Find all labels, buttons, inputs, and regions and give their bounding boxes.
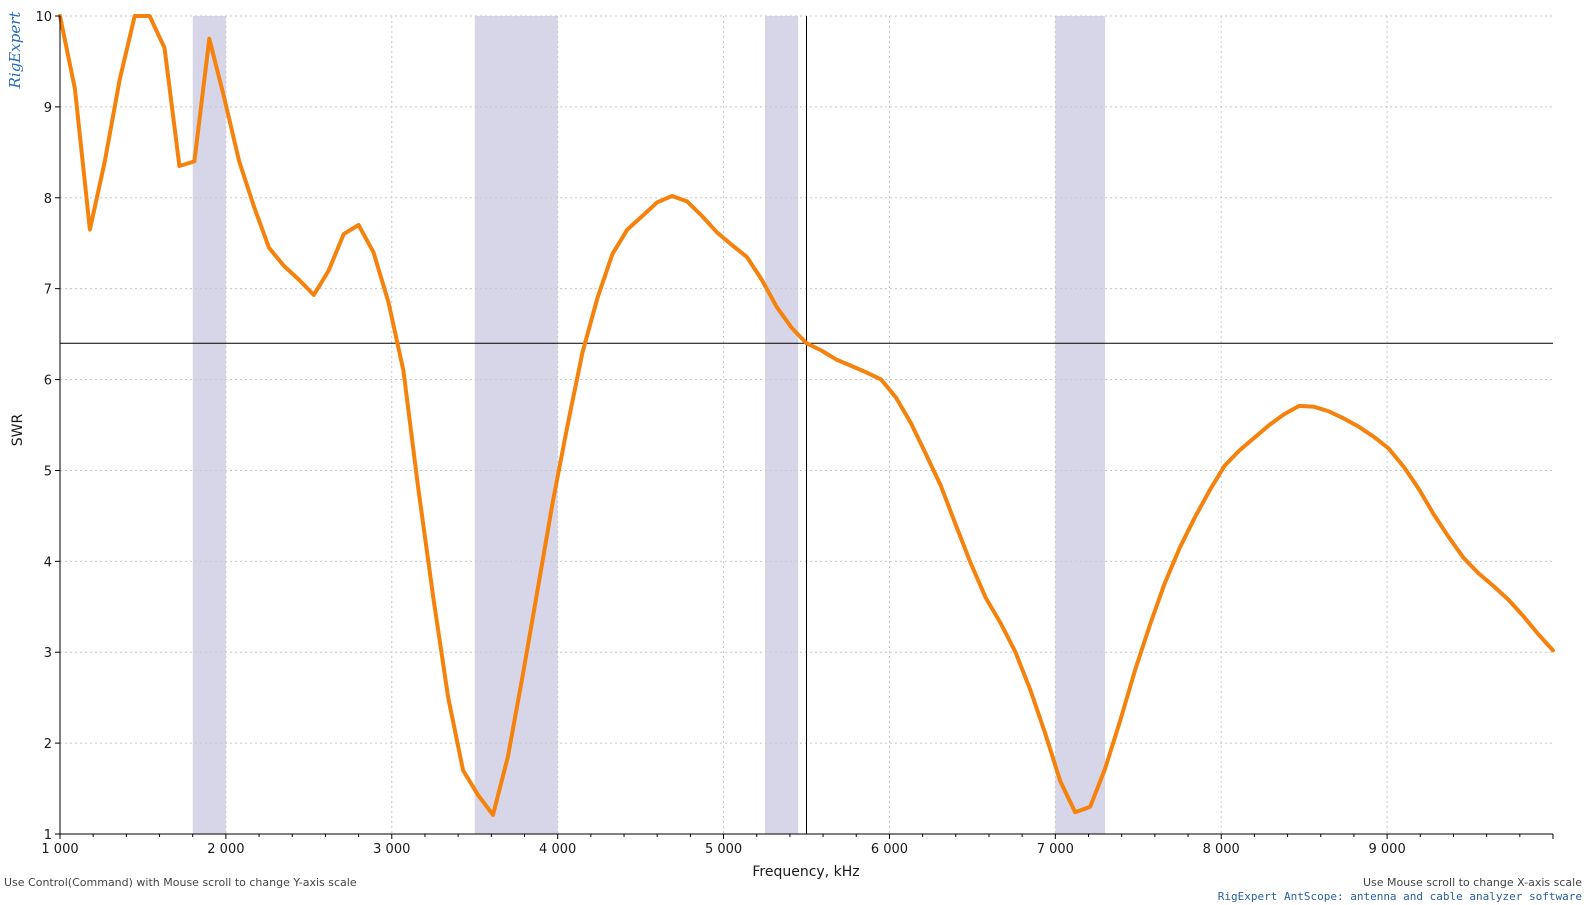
app-caption: RigExpert AntScope: antenna and cable an…	[1217, 890, 1582, 903]
y-tick-label: 5	[44, 464, 52, 479]
y-scale-hint: Use Control(Command) with Mouse scroll t…	[4, 876, 357, 889]
y-tick-label: 8	[44, 192, 52, 207]
band-highlight	[1055, 16, 1106, 834]
x-tick-label: 7 000	[1037, 842, 1074, 857]
x-scale-hint: Use Mouse scroll to change X-axis scale	[1363, 876, 1582, 889]
y-axis-title: SWR	[10, 414, 26, 447]
x-tick-label: 6 000	[871, 842, 908, 857]
cursor-crosshair[interactable]	[60, 16, 1553, 834]
swr-series	[58, 14, 1555, 817]
x-tick-label: 1 000	[41, 842, 78, 857]
y-tick-label: 4	[44, 555, 52, 570]
x-tick-label: 4 000	[539, 842, 576, 857]
x-axis-ticks: 1 000 2 000 3 000 4 000 5 000 6 000 7 000 8 000…	[41, 834, 1554, 857]
y-tick-label: 10	[35, 10, 52, 25]
x-tick-label: 5 000	[705, 842, 742, 857]
y-tick-label: 7	[44, 283, 52, 298]
x-tick-label: 2 000	[207, 842, 244, 857]
x-tick-label: 8 000	[1203, 842, 1240, 857]
axes	[59, 16, 1553, 835]
band-highlight	[765, 16, 799, 834]
x-tick-label: 3 000	[373, 842, 410, 857]
y-tick-label: 9	[44, 101, 52, 116]
band-highlight	[192, 16, 226, 834]
band-highlight	[474, 16, 558, 834]
y-tick-label: 6	[44, 374, 52, 389]
y-axis-ticks: 1 2 3 4 5 6 7 8 9 10	[35, 10, 60, 843]
amateur-bands	[192, 16, 1106, 834]
rigexpert-logo: RigExpert	[6, 11, 24, 90]
y-tick-label: 1	[44, 828, 52, 843]
y-tick-label: 3	[44, 646, 52, 661]
swr-line	[58, 14, 1555, 817]
x-axis-title: Frequency, kHz	[752, 864, 859, 880]
y-tick-label: 2	[44, 737, 52, 752]
x-tick-label: 9 000	[1369, 842, 1406, 857]
